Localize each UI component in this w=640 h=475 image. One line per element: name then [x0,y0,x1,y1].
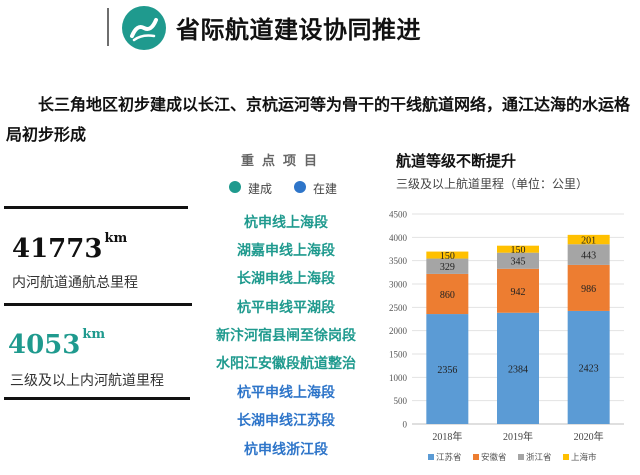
stat-divider [4,303,192,306]
x-tick-label: 2018年 [432,430,462,443]
project-item: 杭平申线平湖段 [237,300,335,316]
y-tick-label: 3000 [389,280,408,290]
bar-segment [567,244,610,265]
bar-segment [497,245,539,253]
title-divider [107,8,109,46]
legend-label: 安徽省 [481,452,507,463]
project-item: 新汴河宿县闸至徐岗段 [216,328,356,344]
legend-label: 浙江省 [526,452,552,463]
bar-segment [567,310,610,424]
y-tick-label: 4000 [389,233,408,243]
chart-title: 航道等级不断提升 [396,152,517,170]
y-tick-label: 500 [394,396,408,406]
project-item: 水阳江安徽段航道整治 [216,356,356,372]
legend-building-dot [294,181,306,193]
legend-built-dot [229,181,241,193]
data-label: 150 [511,245,526,256]
project-item: 杭申线浙江段 [244,442,328,458]
legend-swatch [518,454,524,460]
y-tick-label: 1500 [389,350,408,360]
stat-divider [4,397,190,400]
stat-value: 41773 [12,234,103,264]
data-label: 2423 [579,363,599,374]
project-item: 杭平申线上海段 [237,385,335,401]
stat-unit: km [104,231,128,246]
bar-segment [497,268,539,313]
bar-segment [567,234,610,245]
key-projects-title: 重点项目 [240,154,325,169]
x-tick-label: 2020年 [574,430,604,443]
legend-label: 江苏省 [436,452,462,463]
y-tick-label: 3500 [389,256,408,266]
stacked-bar-chart: 0 500 1000 1500 2000 2500 3000 3500 4000 4500 2356… [389,210,624,463]
bar-segment [567,264,610,311]
stat-unit: km [82,327,106,342]
bar-segment [426,273,469,315]
data-label: 150 [440,251,455,262]
legend-built-label: 建成 [248,182,273,196]
data-label: 860 [440,290,455,301]
y-tick-label: 4500 [389,210,408,220]
data-label: 443 [581,251,596,262]
project-item: 长湖申线江苏段 [237,413,335,429]
page-title: 省际航道建设协同推进 [176,16,421,44]
legend-swatch [563,454,569,460]
y-tick-label: 0 [403,420,408,430]
data-label: 2356 [437,365,457,376]
bar-segment [497,252,539,269]
y-tick-label: 2000 [389,326,408,336]
chart-subtitle: 三级及以上航道里程（单位：公里） [396,177,589,191]
stat-class3-length: 4053 km [8,327,106,360]
stat-total-length: 41773 km [12,231,128,264]
bar-segment [426,251,469,259]
project-item: 杭申线上海段 [244,215,328,231]
data-label: 345 [511,257,526,268]
legend-building-label: 在建 [313,182,338,196]
stat-value: 4053 [8,330,81,360]
y-tick-label: 2500 [389,303,408,313]
y-tick-label: 1000 [389,373,408,383]
legend-swatch [473,454,479,460]
data-label: 2384 [508,364,528,375]
legend-swatch [428,454,434,460]
legend-label: 上海市 [571,452,597,463]
stat-label: 内河航道通航总里程 [12,275,138,291]
waterway-icon [122,6,166,50]
stat-label: 三级及以上内河航道里程 [10,373,164,389]
data-label: 942 [511,287,526,298]
bar-segment [426,314,469,424]
x-tick-label: 2019年 [503,430,533,443]
data-label: 201 [581,236,596,247]
project-item: 长湖申线上海段 [237,271,335,287]
stat-divider [4,206,188,209]
intro-text: 长三角地区初步建成以长江、京杭运河等为骨干的干线航道网络，通江达海的水运格局初步… [6,95,631,144]
bar-segment [497,312,539,424]
bar-segment [426,258,469,274]
data-label: 986 [581,284,596,295]
data-label: 329 [440,262,455,273]
project-item: 湖嘉申线上海段 [237,243,335,259]
